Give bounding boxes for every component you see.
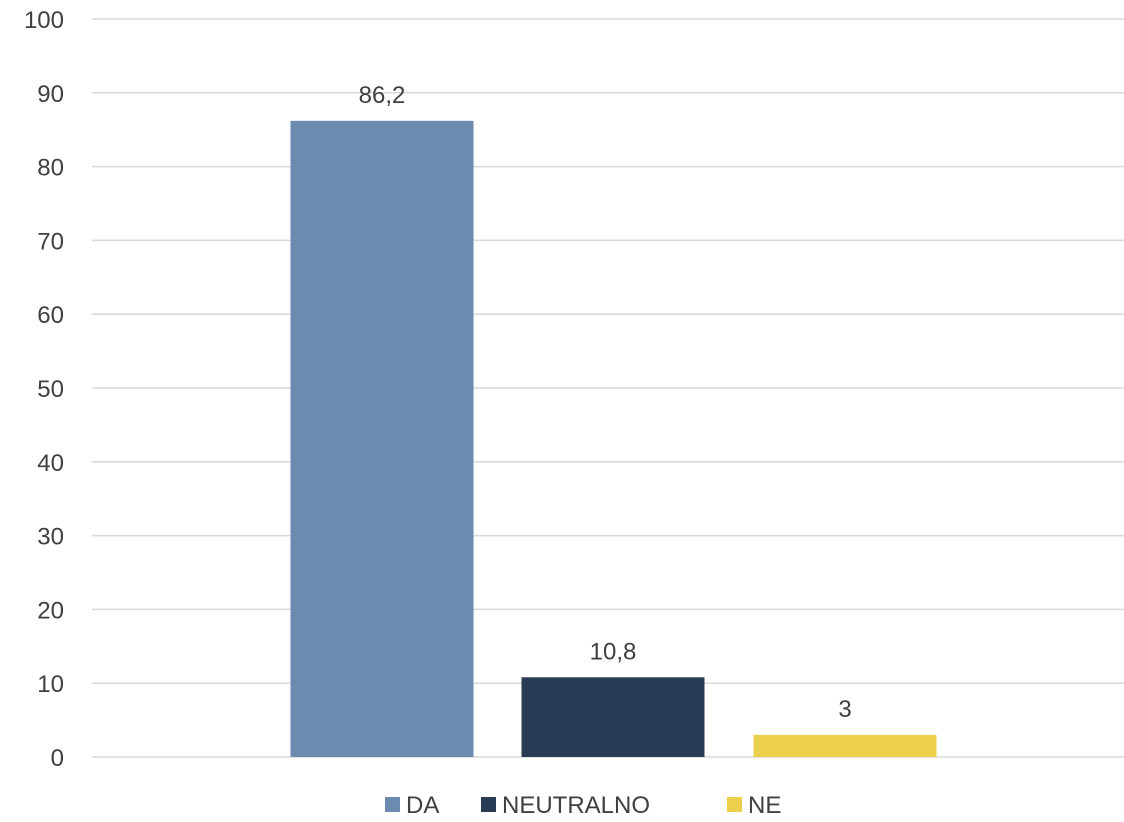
gridlines (92, 18, 1124, 758)
legend-swatch-ne (727, 797, 742, 812)
y-tick-label: 60 (37, 302, 64, 329)
bars (290, 120, 937, 758)
y-tick-label: 10 (37, 671, 64, 698)
legend-label-neutralno: NEUTRALNO (502, 792, 650, 819)
bar-ne (753, 734, 937, 757)
y-tick-label: 80 (37, 155, 64, 182)
legend-swatch-da (385, 797, 400, 812)
data-label-neutralno: 10,8 (590, 638, 637, 665)
legend: DA NEUTRALNO NE (385, 792, 781, 819)
data-label-ne: 3 (838, 696, 851, 723)
y-tick-label: 0 (51, 745, 64, 772)
data-label-da: 86,2 (359, 82, 406, 109)
legend-label-da: DA (406, 792, 439, 819)
legend-label-ne: NE (748, 792, 781, 819)
bar-da (290, 120, 474, 758)
y-tick-label: 50 (37, 376, 64, 403)
y-tick-label: 20 (37, 597, 64, 624)
legend-swatch-neutralno (481, 797, 496, 812)
y-tick-label: 30 (37, 524, 64, 551)
y-tick-label: 100 (24, 7, 64, 34)
y-tick-label: 70 (37, 228, 64, 255)
y-tick-label: 90 (37, 81, 64, 108)
y-axis-ticks: 0 10 20 30 40 50 60 70 80 90 100 (24, 7, 64, 772)
bar-neutralno (521, 677, 705, 757)
data-labels: 86,2 10,8 3 (359, 82, 852, 723)
y-tick-label: 40 (37, 450, 64, 477)
